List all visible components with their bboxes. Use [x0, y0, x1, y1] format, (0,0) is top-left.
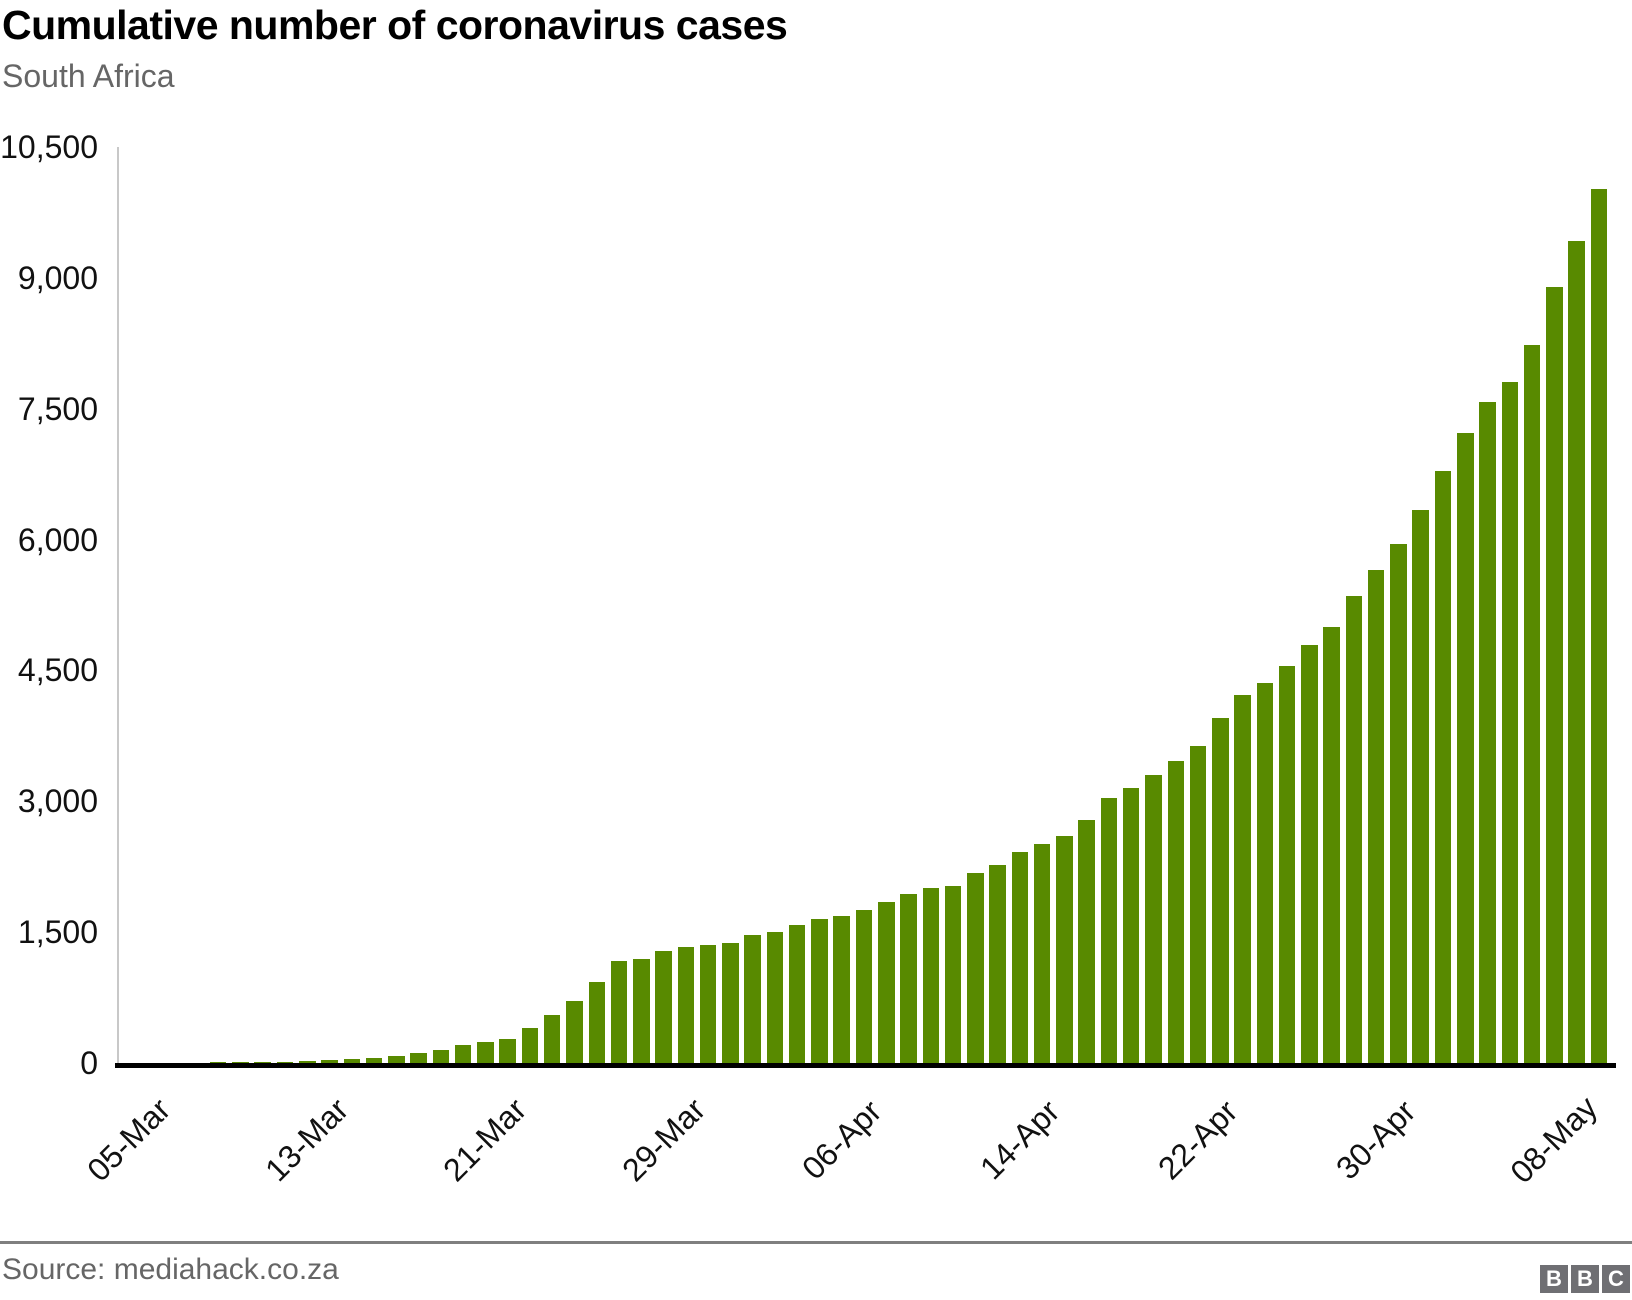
- bar-09-May: [1568, 241, 1585, 1063]
- bar-17-Apr: [1078, 820, 1095, 1063]
- bar-31-Mar: [699, 944, 717, 1063]
- x-tick-label-29-Mar: 29-Mar: [614, 1091, 712, 1189]
- bar-23-Mar: [521, 1027, 539, 1063]
- bar-03-Apr: [766, 931, 784, 1063]
- x-axis-line: [115, 1063, 1616, 1068]
- y-tick-label-6000: 6,000: [17, 521, 98, 558]
- bbc-logo-block-b2: B: [1571, 1265, 1599, 1293]
- bar-18-Mar: [410, 1052, 427, 1063]
- bar-06-Apr: [833, 915, 850, 1063]
- bar-21-Apr: [1167, 760, 1184, 1063]
- bar-30-Apr: [1367, 570, 1385, 1063]
- bar-26-Apr: [1278, 666, 1296, 1063]
- x-tick-label-14-Apr: 14-Apr: [972, 1092, 1067, 1187]
- bar-21-Mar: [477, 1042, 494, 1063]
- y-tick-label-10500: 10,500: [0, 129, 98, 165]
- bar-07-Apr: [855, 910, 873, 1063]
- bar-14-Mar: [321, 1059, 338, 1063]
- chart-title: Cumulative number of coronavirus cases: [2, 2, 788, 48]
- bar-05-Apr: [811, 918, 828, 1063]
- bar-04-May: [1457, 433, 1474, 1063]
- x-tick-label-22-Apr: 22-Apr: [1150, 1092, 1245, 1187]
- bar-29-Mar: [655, 951, 672, 1063]
- bar-08-Apr: [878, 902, 895, 1063]
- y-tick-label-1500: 1,500: [17, 914, 98, 951]
- x-tick-label-08-May: 08-May: [1503, 1089, 1605, 1191]
- bar-16-Apr: [1056, 835, 1073, 1063]
- source-text: Source: mediahack.co.za: [2, 1253, 339, 1286]
- bars-container: [118, 147, 1610, 1063]
- y-tick-label-7500: 7,500: [17, 390, 98, 427]
- bar-28-Apr: [1323, 627, 1340, 1063]
- y-tick-label-9000: 9,000: [17, 259, 98, 296]
- bar-23-Apr: [1212, 718, 1229, 1063]
- bar-15-Apr: [1033, 844, 1051, 1063]
- bbc-logo-block-c: C: [1602, 1265, 1630, 1293]
- bar-15-Mar: [343, 1058, 361, 1063]
- bar-09-Apr: [900, 894, 917, 1063]
- bar-09-Mar: [209, 1062, 227, 1063]
- bar-30-Mar: [677, 947, 695, 1063]
- bar-25-Apr: [1256, 682, 1274, 1063]
- bar-07-May: [1523, 344, 1541, 1063]
- bar-10-Apr: [922, 888, 940, 1063]
- bar-16-Mar: [365, 1057, 383, 1063]
- bar-22-Mar: [499, 1039, 516, 1063]
- bar-13-Mar: [299, 1060, 316, 1063]
- bar-11-Mar: [254, 1061, 271, 1063]
- bar-20-Apr: [1145, 775, 1162, 1063]
- bar-25-Mar: [566, 1001, 583, 1063]
- bar-14-Apr: [1011, 852, 1029, 1063]
- y-axis-line: [117, 147, 119, 1063]
- y-tick-label-3000: 3,000: [17, 783, 98, 820]
- bar-02-May: [1412, 510, 1429, 1063]
- bar-17-Mar: [388, 1055, 405, 1063]
- x-tick-label-05-Mar: 05-Mar: [80, 1091, 178, 1189]
- y-tick-label-4500: 4,500: [17, 652, 98, 689]
- bar-05-May: [1479, 402, 1496, 1063]
- chart-subtitle: South Africa: [2, 58, 175, 94]
- footer-divider: [0, 1241, 1632, 1244]
- bar-24-Mar: [543, 1014, 561, 1063]
- bar-27-Mar: [610, 960, 628, 1063]
- bbc-logo: B B C: [1540, 1265, 1632, 1293]
- bbc-logo-block-b1: B: [1540, 1265, 1568, 1293]
- bar-26-Mar: [588, 982, 606, 1063]
- bar-19-Mar: [432, 1049, 450, 1063]
- x-tick-label-13-Mar: 13-Mar: [258, 1091, 356, 1189]
- bar-08-May: [1546, 287, 1563, 1063]
- bar-10-May: [1590, 189, 1608, 1063]
- y-tick-label-0: 0: [80, 1045, 98, 1081]
- bar-01-Apr: [722, 942, 739, 1063]
- bar-12-Apr: [967, 873, 984, 1063]
- bar-18-Apr: [1100, 798, 1118, 1063]
- bar-06-May: [1501, 381, 1519, 1063]
- bar-11-Apr: [944, 886, 962, 1063]
- bar-24-Apr: [1234, 694, 1251, 1063]
- bar-29-Apr: [1345, 596, 1363, 1063]
- bar-10-Mar: [232, 1062, 249, 1063]
- bar-04-Apr: [788, 924, 806, 1063]
- bar-27-Apr: [1301, 644, 1318, 1063]
- x-tick-label-30-Apr: 30-Apr: [1329, 1092, 1423, 1187]
- bar-01-May: [1390, 543, 1407, 1063]
- bar-02-Apr: [744, 935, 761, 1063]
- bar-03-May: [1434, 471, 1452, 1063]
- x-tick-label-06-Apr: 06-Apr: [794, 1092, 889, 1187]
- bar-12-Mar: [276, 1061, 294, 1063]
- x-tick-label-21-Mar: 21-Mar: [436, 1091, 534, 1189]
- bar-22-Apr: [1189, 745, 1207, 1063]
- bar-19-Apr: [1122, 787, 1140, 1063]
- bar-13-Apr: [989, 864, 1006, 1063]
- bar-20-Mar: [454, 1045, 472, 1063]
- bar-28-Mar: [633, 959, 650, 1063]
